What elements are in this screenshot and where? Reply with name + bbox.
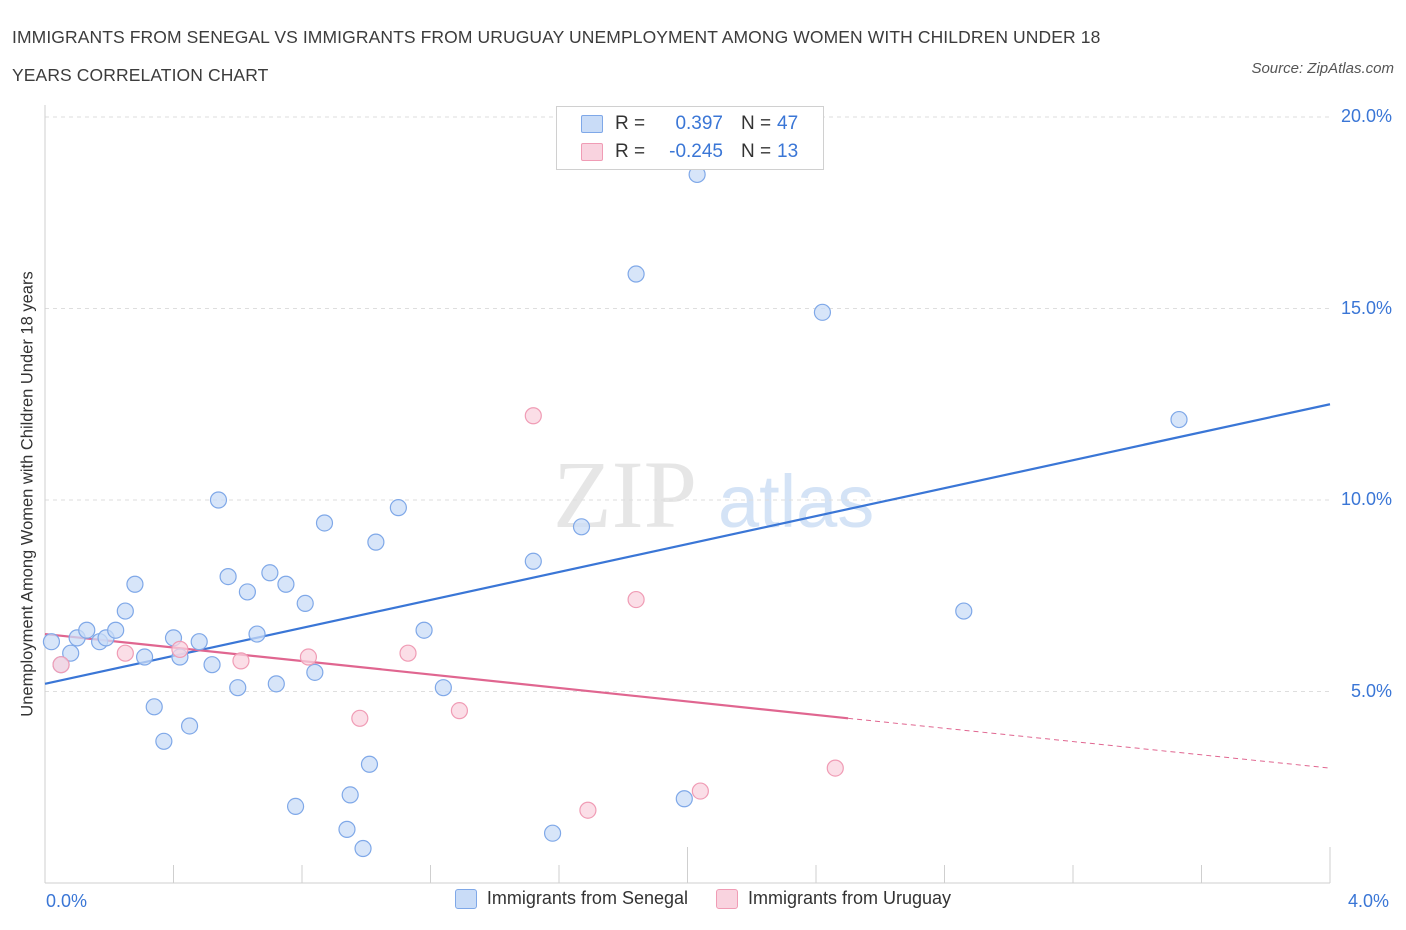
point-uruguay [524,407,542,425]
legend-r-label: R = [615,113,646,134]
trend-line-uruguay [44,632,849,720]
x-tick-label-max: 4.0% [1348,891,1390,911]
point-senegal [203,656,221,674]
legend-r-label: R = [615,141,646,162]
point-senegal [78,621,96,639]
chart-title-line-1: IMMIGRANTS FROM SENEGAL VS IMMIGRANTS FR… [12,27,1101,47]
trend-lines [44,403,1331,769]
y-tick-label: 10.0% [1340,489,1392,509]
point-senegal [238,583,256,601]
series-legend-label: Immigrants from Senegal [486,888,688,908]
point-uruguay [450,702,469,720]
y-axis-label: Unemployment Among Women with Children U… [18,271,37,717]
point-uruguay [232,652,250,670]
chart-title-line-2: YEARS CORRELATION CHART [12,65,269,85]
point-senegal [190,633,208,651]
legend-r-value: -0.245 [669,141,723,162]
point-uruguay [171,640,189,658]
grid-lines [45,116,1330,692]
point-senegal [277,575,295,593]
stats-legend: R = 0.397 N = 47 R = -0.245 N = 13 [556,106,824,170]
source-label: Source: ZipAtlas.com [1251,60,1394,77]
legend-row-senegal: R = 0.397 N = 47 [581,111,798,137]
series-legend-label: Immigrants from Uruguay [748,888,952,908]
point-senegal [296,594,314,613]
axes [44,105,1331,884]
point-uruguay [351,709,369,727]
point-senegal [813,303,832,321]
point-senegal [572,518,591,536]
point-senegal [315,514,334,532]
y-tick-label: 20.0% [1340,106,1392,126]
trend-line-dashed-uruguay [848,717,1331,769]
point-senegal [62,644,80,662]
point-senegal [354,839,372,858]
point-senegal [1170,410,1188,429]
x-tick-label-min: 0.0% [46,891,88,911]
point-senegal [341,786,359,804]
point-senegal [360,755,379,773]
legend-swatch-uruguay [581,143,603,161]
point-uruguay [399,644,417,662]
point-senegal [627,265,645,283]
point-uruguay [627,590,645,609]
legend-n-label: N = [741,113,772,134]
legend-swatch-senegal [581,115,603,133]
point-senegal [126,575,144,593]
point-senegal [180,717,199,735]
legend-r-value: 0.397 [675,113,723,134]
point-senegal [116,602,134,620]
point-senegal [261,564,279,582]
point-senegal [306,663,324,681]
point-senegal [675,790,693,808]
point-senegal [543,824,562,842]
point-uruguay [691,782,709,800]
point-uruguay [116,644,134,662]
chart-title: IMMIGRANTS FROM SENEGAL VS IMMIGRANTS FR… [12,18,1212,94]
y-tick-label: 15.0% [1340,297,1392,318]
point-senegal [338,820,356,838]
point-uruguay [52,656,70,674]
y-tick-label: 5.0% [1350,680,1392,701]
legend-row-uruguay: R = -0.245 N = 13 [581,139,798,165]
point-senegal [415,621,433,639]
series-swatch-senegal [454,888,477,909]
point-uruguay [299,648,318,666]
legend-n-value: 47 [777,113,799,134]
point-senegal [267,675,285,693]
point-senegal [135,648,154,666]
point-senegal [209,491,228,509]
point-uruguay [579,801,597,819]
point-senegal [145,698,163,716]
point-senegal [229,679,247,697]
point-senegal [955,602,973,620]
point-senegal [42,633,61,651]
point-senegal [155,732,173,750]
series-legend-senegal: Immigrants from Senegal [454,888,688,909]
point-senegal [248,625,266,643]
legend-n-value: 13 [777,141,799,162]
point-senegal [389,499,407,517]
point-senegal [219,567,237,586]
series-legend-uruguay: Immigrants from Uruguay [716,888,951,909]
point-senegal [524,552,542,570]
point-senegal [434,679,452,697]
legend-n-label: N = [741,141,772,162]
data-points [42,165,1188,858]
series-swatch-uruguay [716,888,738,909]
series-legend: Immigrants from Senegal Immigrants from … [0,888,1406,909]
trend-line-senegal [44,403,1331,685]
point-senegal [367,533,385,551]
point-senegal [107,621,125,639]
point-senegal [286,797,305,816]
point-uruguay [826,759,844,777]
